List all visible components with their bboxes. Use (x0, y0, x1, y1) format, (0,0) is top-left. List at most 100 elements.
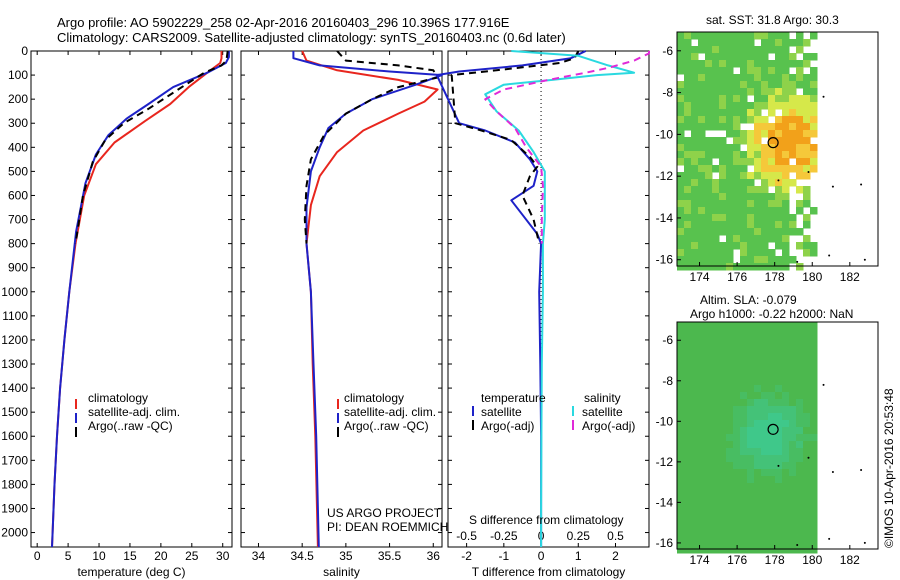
x-axis-label: salinity (323, 565, 360, 579)
map-cell (761, 441, 769, 449)
map-cell (789, 329, 797, 337)
map-cell (740, 336, 748, 344)
map-cell (803, 60, 811, 68)
map-cell (705, 483, 713, 491)
map-cell (677, 364, 685, 372)
map-cell (698, 378, 706, 386)
map-cell (698, 497, 706, 505)
map-cell (740, 518, 748, 526)
map-cell (747, 172, 755, 180)
map-cell (796, 200, 804, 208)
map-cell (768, 504, 776, 512)
map-cell (789, 448, 797, 456)
map-cell (698, 172, 706, 180)
map-cell (747, 504, 755, 512)
map-cell (768, 462, 776, 470)
map-cell (712, 406, 720, 414)
map-cell (796, 102, 804, 110)
map-cell (775, 32, 783, 40)
map-cell (684, 490, 692, 498)
salinity-legend: climatology satellite-adj. clim. Argo(..… (337, 391, 436, 437)
map-cell (768, 109, 776, 117)
map-cell (810, 483, 818, 491)
map-cell (684, 546, 692, 554)
map-cell (698, 137, 706, 145)
map-cell (761, 221, 769, 229)
map-cell (712, 490, 720, 498)
map-cell (733, 193, 741, 201)
map-cell (796, 546, 804, 554)
map-cell (712, 462, 720, 470)
map-cell (754, 427, 762, 435)
map-cell (775, 137, 783, 145)
map-cell (677, 455, 685, 463)
map-cell (677, 158, 685, 166)
map-cell (775, 242, 783, 250)
map-cell (768, 336, 776, 344)
legend-label-climatology: climatology (88, 391, 148, 405)
map-cell (719, 221, 727, 229)
map-cell (705, 385, 713, 393)
y-tick-label: 1900 (1, 501, 28, 515)
map-cell (698, 158, 706, 166)
map-cell (796, 434, 804, 442)
map-cell (705, 200, 713, 208)
x-top-tick-label: -0.25 (490, 529, 518, 543)
map-cell (782, 158, 790, 166)
map-cell (677, 322, 685, 330)
y-tick-label: 0 (21, 44, 28, 58)
argo-position-marker (767, 423, 779, 435)
map-cell (733, 81, 741, 89)
sla-map: 174 176 178 180 182 -6 -8 -10 -12 -14 -16 (656, 321, 879, 567)
map-cell (768, 95, 776, 103)
map-cell (747, 207, 755, 215)
y-tick-label: 300 (8, 116, 28, 130)
map-cell (803, 539, 811, 547)
map-cell (782, 483, 790, 491)
map-cell (747, 350, 755, 358)
legend-label-satellite: satellite-adj. clim. (344, 405, 436, 419)
map-cell (796, 525, 804, 533)
map-cell (782, 336, 790, 344)
map-cell (803, 81, 811, 89)
island-marker (796, 260, 799, 263)
map-cell (810, 32, 818, 40)
map-cell (775, 39, 783, 47)
map-cell (782, 214, 790, 222)
map-cell (719, 242, 727, 250)
map-cell (810, 455, 818, 463)
map-cell (761, 32, 769, 40)
map-cell (733, 364, 741, 372)
map-cell (754, 343, 762, 351)
map-cell (754, 102, 762, 110)
map-cell (796, 385, 804, 393)
map-cell (712, 46, 720, 54)
map-cell (719, 455, 727, 463)
map-cell (684, 172, 692, 180)
map-cell (733, 235, 741, 243)
map-cell (796, 406, 804, 414)
map-cell (754, 130, 762, 138)
map-cell (691, 186, 699, 194)
map-cell (691, 448, 699, 456)
map-cell (705, 165, 713, 173)
map-cell (705, 504, 713, 512)
map-cell (796, 336, 804, 344)
map-cell (796, 483, 804, 491)
map-cell (775, 221, 783, 229)
map-cell (782, 81, 790, 89)
map-cell (691, 165, 699, 173)
map-cell (782, 74, 790, 82)
island-marker (863, 541, 866, 544)
legend-label-climatology: climatology (344, 391, 404, 405)
map-cell (796, 144, 804, 152)
map-cell (747, 179, 755, 187)
map-cell (754, 186, 762, 194)
map-cell (754, 74, 762, 82)
x-tick-label: 10 (92, 549, 106, 563)
map-cell (775, 172, 783, 180)
map-cell (810, 67, 818, 75)
map-cell (712, 525, 720, 533)
map-cell (796, 158, 804, 166)
map-cell (705, 329, 713, 337)
